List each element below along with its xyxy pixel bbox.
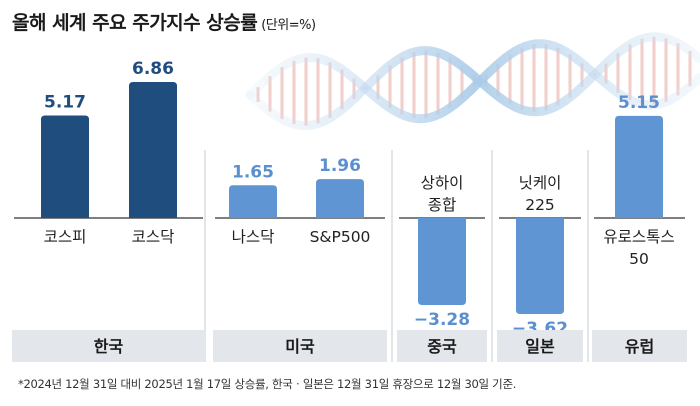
category-label: 상하이 [421, 174, 464, 192]
group-labels: 한국 미국 중국 일본 유럽 [12, 330, 687, 362]
category-label: 유로스톡스 [603, 228, 674, 246]
category-label: 코스피 [44, 228, 87, 246]
data-label: 5.15 [618, 93, 660, 113]
group-name: 일본 [525, 337, 555, 356]
helix-strand [245, 39, 700, 124]
category-label: 닛케이 [519, 174, 562, 192]
category-label: 225 [525, 196, 555, 214]
group-name: 유럽 [625, 337, 654, 356]
group-name: 한국 [94, 337, 124, 356]
bars: 5.17 코스피 6.86 코스닥 1.65 나스닥 1.96 S&P500 −3.28 상하이종… [14, 59, 685, 339]
group-name: 중국 [427, 337, 457, 356]
bar [418, 218, 466, 305]
group-box [12, 330, 205, 362]
data-label: 1.65 [232, 162, 274, 182]
bar [229, 185, 277, 218]
group-name: 미국 [285, 337, 315, 356]
dna-helix-illustration [245, 32, 700, 131]
group-box [397, 330, 487, 362]
bar [516, 218, 564, 314]
chart-unit-label: (단위=%) [261, 18, 316, 33]
category-label: 나스닥 [232, 228, 275, 246]
data-label: −3.28 [414, 310, 470, 330]
chart-area: 5.17 코스피 6.86 코스닥 1.65 나스닥 1.96 S&P500 −3.28 상하이종… [12, 32, 700, 362]
chart-title: 올해 세계 주요 주가지수 상승률 (단위=%) [12, 8, 316, 35]
bar [129, 82, 177, 218]
group-box [213, 330, 387, 362]
group-dividers [204, 150, 589, 362]
category-label: 종합 [428, 196, 457, 214]
bar [41, 115, 89, 218]
group-box [592, 330, 687, 362]
bar [316, 179, 364, 218]
chart-title-text: 올해 세계 주요 주가지수 상승률 [12, 12, 258, 34]
data-label: 1.96 [319, 156, 361, 176]
group-box [497, 330, 583, 362]
data-label: 6.86 [132, 59, 174, 79]
category-label: 50 [629, 250, 649, 268]
data-label: 5.17 [44, 93, 86, 113]
bar [615, 115, 663, 218]
helix-strand [245, 32, 700, 131]
category-label: S&P500 [310, 228, 371, 246]
category-label: 코스닥 [132, 228, 175, 246]
footnote: *2024년 12월 31일 대비 2025년 1월 17일 상승률, 한국ㆍ일… [18, 377, 517, 391]
